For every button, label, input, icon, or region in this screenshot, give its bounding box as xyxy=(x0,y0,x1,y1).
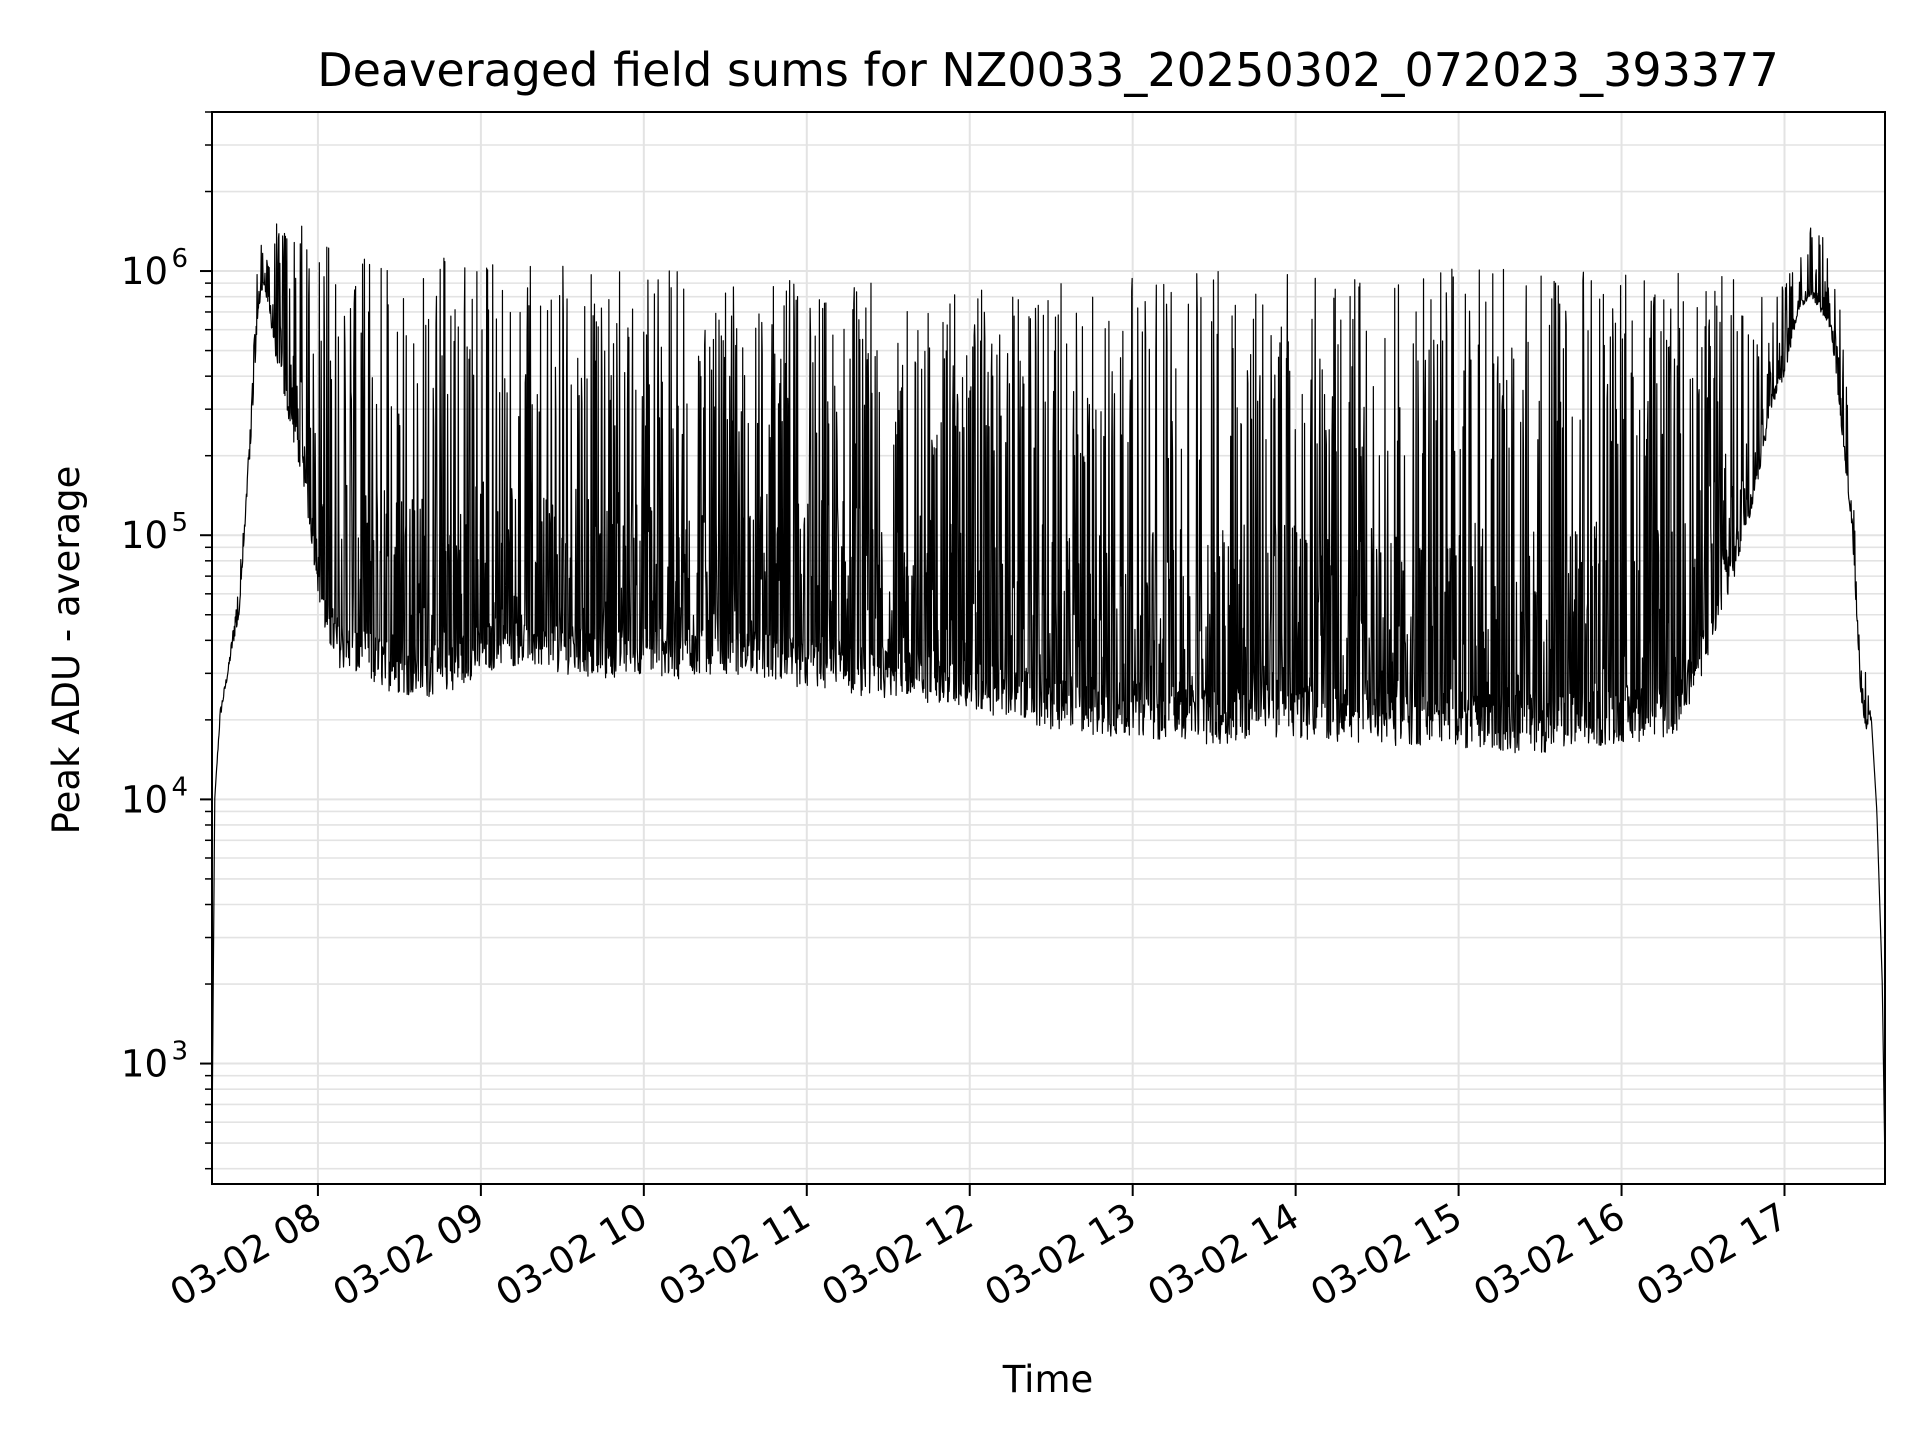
chart-title: Deaveraged field sums for NZ0033_2025030… xyxy=(317,43,1778,97)
y-axis-label: Peak ADU - average xyxy=(45,466,88,835)
plot-frame xyxy=(211,111,1886,1185)
y-tick-label: 10 xyxy=(121,778,168,821)
x-axis-label: Time xyxy=(1002,1358,1094,1401)
y-tick-exponent: 6 xyxy=(171,244,188,274)
y-tick-label: 10 xyxy=(121,250,168,293)
series-path xyxy=(211,223,1886,1169)
y-tick-label: 10 xyxy=(121,514,168,557)
y-tick-label: 10 xyxy=(121,1043,168,1086)
series-line xyxy=(211,223,1886,1169)
grid-lines xyxy=(212,111,1885,1184)
y-tick-exponent: 4 xyxy=(171,772,188,802)
y-tick-exponent: 5 xyxy=(171,508,188,538)
y-tick-exponent: 3 xyxy=(171,1037,188,1067)
